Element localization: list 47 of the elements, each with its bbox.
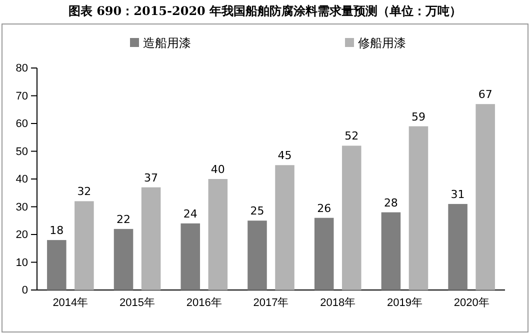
data-label: 25: [250, 204, 264, 218]
legend-label: 造船用漆: [143, 36, 191, 50]
bar: [448, 204, 468, 290]
bar: [74, 201, 94, 290]
data-label: 18: [50, 224, 64, 238]
data-label: 32: [77, 185, 92, 198]
data-label: 40: [210, 163, 225, 176]
data-label: 26: [317, 202, 332, 215]
y-tick-label: 60: [16, 118, 28, 130]
y-tick-label: 0: [22, 284, 28, 297]
y-tick-label: 50: [16, 146, 28, 158]
bar: [248, 220, 267, 290]
x-tick-label: 2017年: [253, 296, 289, 309]
y-tick-label: 30: [16, 201, 28, 214]
bar: [381, 212, 401, 290]
bar: [275, 165, 294, 290]
bar: [180, 223, 200, 290]
data-label: 67: [478, 88, 492, 102]
bar: [47, 240, 66, 290]
x-tick-label: 2016年: [186, 296, 222, 309]
y-tick-label: 70: [16, 90, 28, 102]
data-label: 24: [183, 207, 198, 220]
bar: [314, 218, 334, 290]
bar: [141, 187, 161, 290]
y-tick-label: 20: [16, 229, 28, 242]
data-label: 22: [116, 212, 131, 226]
bar: [476, 104, 495, 290]
y-tick-label: 80: [16, 62, 28, 75]
bar: [208, 179, 228, 290]
bar: [408, 126, 428, 290]
data-label: 45: [278, 149, 292, 162]
x-tick-label: 2019年: [386, 296, 422, 309]
data-label: 37: [144, 171, 158, 184]
y-tick-label: 40: [16, 174, 28, 186]
x-tick-label: 2020年: [454, 296, 490, 309]
chart-title: 图表 690：2015-2020 年我国船舶防腐涂料需求量预测（单位：万吨）: [68, 4, 462, 18]
x-tick-label: 2014年: [52, 296, 88, 309]
x-tick-label: 2015年: [120, 296, 156, 309]
y-tick-label: 10: [16, 256, 28, 269]
bar: [114, 228, 134, 290]
bar: [342, 146, 362, 290]
legend-label: 修船用漆: [358, 36, 406, 50]
data-label: 31: [450, 188, 465, 201]
data-label: 52: [344, 130, 359, 143]
data-label: 59: [411, 110, 426, 124]
data-label: 28: [384, 196, 398, 210]
x-tick-label: 2018年: [320, 296, 356, 309]
